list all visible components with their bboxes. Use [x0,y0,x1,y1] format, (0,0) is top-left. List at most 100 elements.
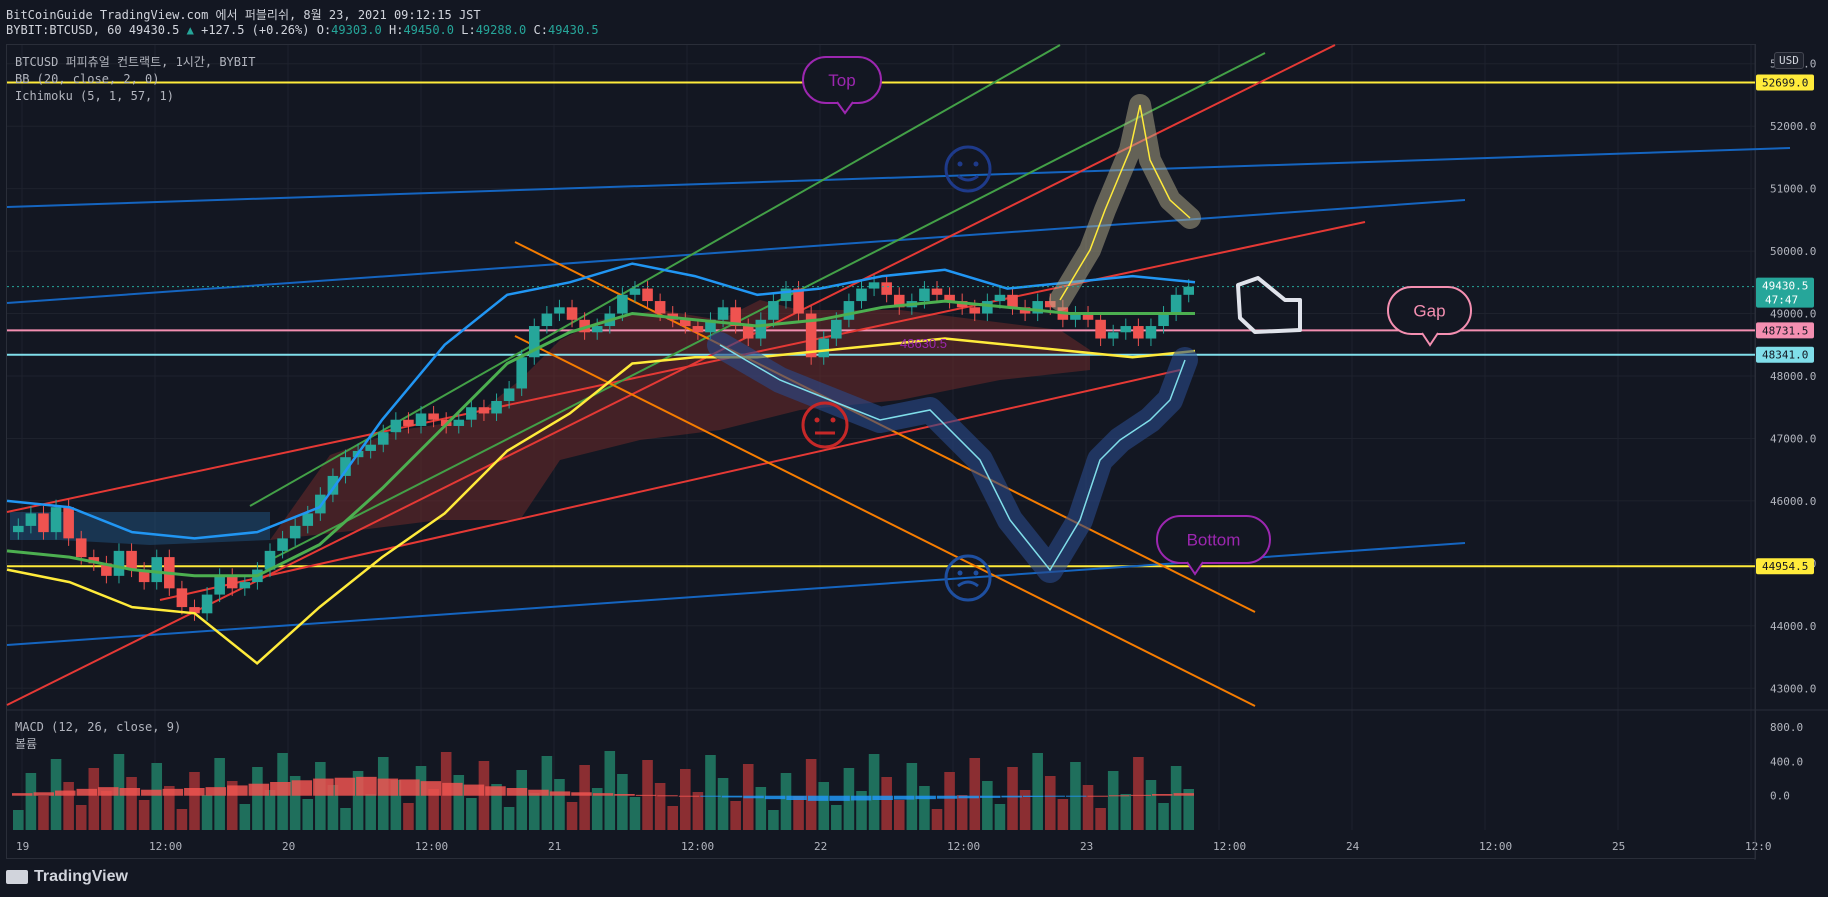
published-header: BitCoinGuide TradingView.com 에서 퍼블리쉬, 8월… [6,8,481,22]
bottom-bubble [1156,515,1271,564]
candle-body [126,550,137,570]
volume-bar [982,781,993,830]
open-value: 49303.0 [331,23,382,37]
macd-histogram-bar [829,795,850,801]
candle-body [755,319,767,339]
volume-bar [881,777,892,830]
legend-macd: MACD (12, 26, close, 9) [15,720,181,734]
volume-bar [503,807,515,830]
candle-body [742,326,754,339]
macd-histogram-bar [377,778,399,796]
candle-body [617,294,628,314]
volume-bar [415,766,427,830]
close-label: C: [533,23,548,37]
volume-bar [226,781,238,830]
candle-body [1145,326,1157,339]
candle-body [390,419,402,433]
volume-bar [289,776,301,830]
candle-body [214,575,225,595]
volume-bar [138,800,150,830]
currency-button[interactable]: USD [1774,52,1804,69]
macd-histogram-bar [1108,795,1130,797]
pointing-hand-icon [1236,276,1302,334]
top-bubble-tip [836,101,854,115]
macd-tick-label: 400.0 [1770,755,1803,768]
macd-histogram-bar [1044,795,1065,797]
high-label: H: [388,23,404,37]
macd-histogram-bar [12,793,33,796]
bb-basis-line [6,299,1195,578]
level-price-label: 48341.0 [1762,349,1808,362]
candle-body [151,557,163,583]
volume-bar [1183,789,1194,830]
macd-histogram-bar [721,795,743,798]
low-value: 49288.0 [475,23,527,37]
candle-body [503,388,515,401]
candle-body [780,288,792,302]
ohlc-header: BYBIT:BTCUSD, 60 49430.5 ▲ +127.5 (+0.26… [6,23,599,37]
price-tick-label: 49000.0 [1770,308,1816,321]
candle-body [1170,294,1182,314]
ichimoku-cloud-blue [10,512,270,545]
candle-body [478,407,490,414]
volume-bar [63,782,74,830]
candle-body [403,419,414,426]
volume-bar [1095,808,1106,830]
macd-histogram-bar [1022,795,1044,797]
sleep-face-icon-eye [957,570,963,576]
macd-tick-label: 800.0 [1770,721,1803,734]
macd-histogram-bar [334,777,356,796]
candle-body [1120,326,1132,333]
candle-body [881,282,892,295]
candle-body [554,307,565,314]
time-tick-label: 22 [814,840,827,853]
volume-bar [717,778,729,830]
legend-bb: BB (20, close, 2, 0) [15,72,160,86]
top-swing-line [1059,104,1191,301]
candle-body [591,326,603,333]
candle-body [654,301,666,314]
smile-face-icon-eye [957,161,963,167]
candle-body [113,550,125,576]
macd-histogram-bar [893,795,915,800]
volume-bar [365,794,376,830]
ichimoku-cloud-red [270,300,1090,540]
tradingview-logo[interactable]: TradingView [6,868,128,886]
candle-body [38,513,49,533]
macd-histogram-bar [592,793,614,796]
candle-body [176,588,188,608]
volume-bar [956,795,968,830]
macd-histogram-bar [915,795,936,800]
candle-body [692,326,704,333]
macd-histogram-bar [98,787,119,796]
trend-line [249,44,1061,507]
price-tick-label: 44000.0 [1770,620,1816,633]
neutral-face-icon-eye [814,417,820,423]
time-tick-label: 12:0 [1745,840,1772,853]
level-price-tag [1756,346,1814,363]
volume-bar [1145,780,1157,830]
candle-body [831,319,842,339]
level-price-tag [1756,74,1814,91]
volume-bar [604,751,616,830]
price-tick-label: 48000.0 [1770,370,1816,383]
volume-bar [403,803,414,830]
trend-line [6,199,1466,304]
volume-bar [327,785,339,830]
neutral-face-icon [801,401,849,449]
macd-histogram-bar [463,784,485,796]
volume-bar [944,772,955,830]
macd-histogram-bar [1065,795,1087,797]
volume-bar [164,786,175,830]
volume-bar [566,802,578,830]
time-tick-label: 12:00 [415,840,448,853]
smile-face-icon [944,145,992,193]
time-tick-label: 21 [548,840,561,853]
up-arrow-icon: ▲ [186,23,194,37]
candle-body [327,475,339,495]
candle-body [566,307,578,320]
time-tick-label: 23 [1080,840,1093,853]
macd-histogram-bar [979,795,1001,798]
volume-bar [680,769,691,830]
